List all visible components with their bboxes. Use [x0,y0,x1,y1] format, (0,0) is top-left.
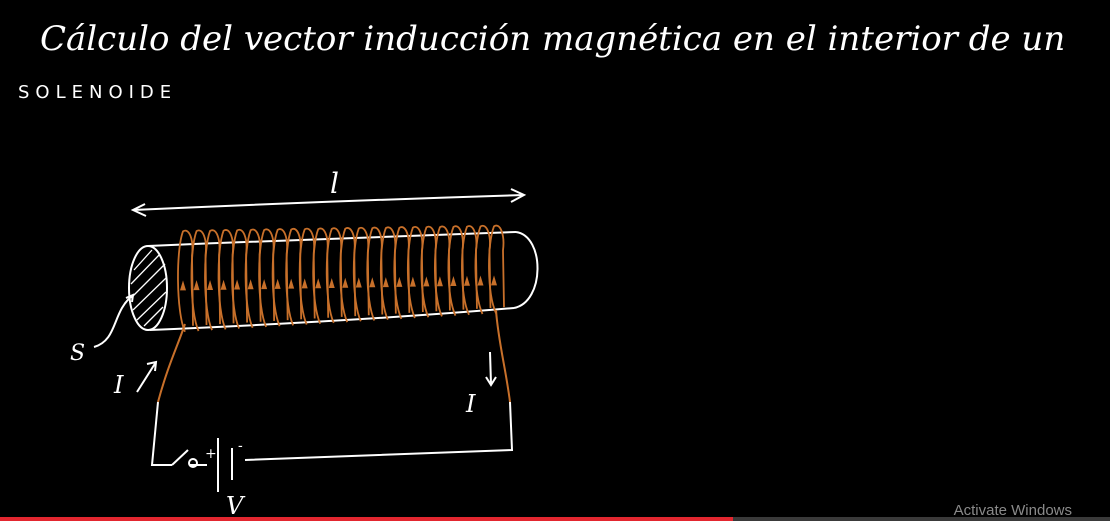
surface-arrowhead [125,293,135,303]
coil-current-arrow [436,276,443,287]
coil-turn [177,229,194,333]
cross-section-hatching [130,249,167,327]
coil-current-arrow [328,277,335,288]
video-progress-bar[interactable] [0,517,1110,521]
activate-windows-watermark: Activate Windows [953,502,1072,519]
coil-current-arrow [477,275,484,286]
coil-current-arrow [463,275,470,286]
length-arrow [130,188,527,217]
coil-current-arrow [261,279,268,290]
coil-turn [488,224,505,314]
current-label-right: I [465,390,476,418]
coil-current-arrow [396,276,403,287]
coil-current-arrow [315,278,322,289]
coil-turn [190,229,208,332]
coil-windings [177,224,505,333]
coil-current-arrow [234,279,241,290]
coil-current-arrow [450,275,457,286]
current-arrow-right [485,351,497,387]
current-arrow-left [136,360,158,393]
coil-current-arrow [342,277,349,288]
coil-current-arrow [288,278,295,289]
circuit-wire [150,401,514,466]
surface-leader-arrow [93,295,133,348]
coil-turn [244,228,262,329]
battery-minus-label: - [238,438,243,454]
coil-current-arrow [382,277,389,288]
coil-current-arrow [247,279,254,290]
title-line-1: Cálculo del vector inducción magnética e… [40,19,1065,59]
coil-current-arrow [355,277,362,288]
coil-current-arrow [491,275,497,286]
coil-turn [217,229,235,330]
coil-current-arrow [409,276,416,287]
coil-turn [231,228,248,329]
voltage-label: V [226,492,246,520]
coil-current-arrow [193,280,200,291]
coil-current-arrow [207,279,214,290]
coil-current-arrow [369,277,376,288]
coil-current-arrow [180,280,186,291]
title-line-2: SOLENOIDE [18,82,177,103]
current-label-left: I [113,371,124,399]
coil-current-arrow [274,278,281,289]
coil-turn [258,228,276,328]
coil-current-arrow [423,276,430,287]
battery [217,438,233,492]
coil-current-arrow [220,279,227,290]
coil-leads [157,309,511,403]
length-label: l [330,167,339,200]
battery-plus-label: + [205,446,217,462]
switch [171,449,198,468]
video-progress-fill [0,517,733,521]
surface-label: S [70,341,85,366]
coil-turn [204,229,221,331]
coil-current-arrow [301,278,308,289]
